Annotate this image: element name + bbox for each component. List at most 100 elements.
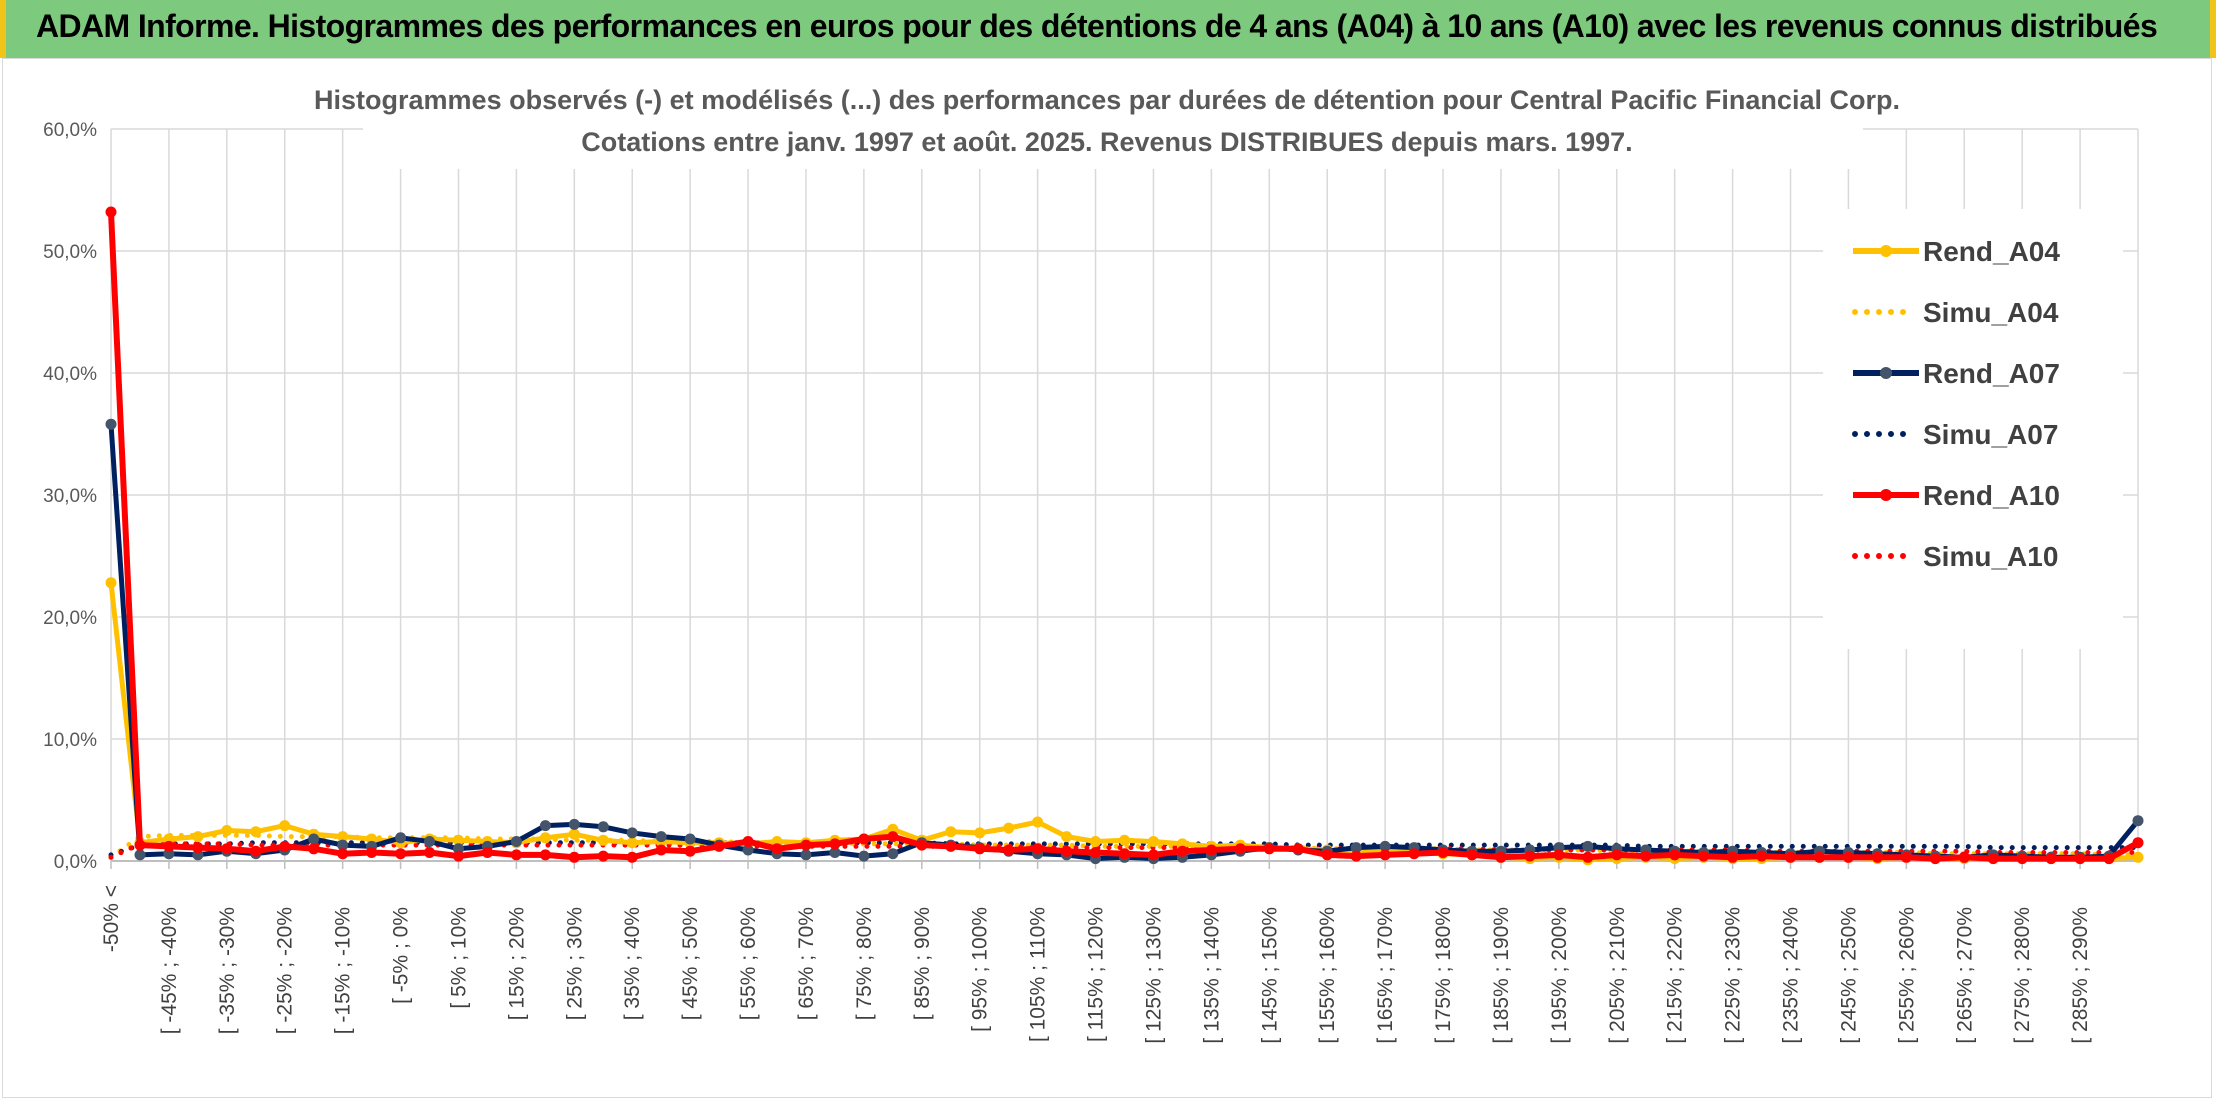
- data-point: [134, 839, 146, 851]
- x-tick-label: [ 25% ; 30%: [563, 907, 586, 1020]
- data-point: [771, 843, 783, 855]
- y-tick-label: 60,0%: [43, 120, 97, 141]
- x-tick-label: [ 255% ; 260%: [1895, 907, 1918, 1044]
- data-point: [1119, 834, 1130, 846]
- data-point: [626, 827, 638, 839]
- x-tick-label: [ 145% ; 150%: [1258, 907, 1281, 1044]
- data-point: [1350, 850, 1362, 862]
- data-point: [1524, 850, 1536, 862]
- data-point: [1350, 842, 1362, 854]
- x-tick-label: [ 5% ; 10%: [447, 907, 470, 1009]
- x-tick-label: [ 265% ; 270%: [1953, 907, 1976, 1044]
- data-point: [1987, 853, 1999, 865]
- line-chart: 0,0% 10,0% 20,0% 30,0% 40,0% 50,0% 60,0% -50% …: [43, 61, 2144, 1044]
- data-point: [568, 818, 580, 830]
- data-point: [1495, 851, 1507, 863]
- data-point: [800, 849, 812, 861]
- data-point: [192, 831, 204, 843]
- data-point: [1003, 844, 1015, 856]
- data-point: [1292, 843, 1304, 855]
- data-point: [250, 826, 262, 838]
- data-point: [1148, 836, 1159, 847]
- data-point: [1119, 848, 1130, 860]
- legend: Rend_A04 Simu_A04 Rend_A07 Simu_A07 Rend_A10…: [1823, 209, 2123, 649]
- data-point: [1437, 847, 1449, 858]
- legend-label: Simu_A04: [1923, 297, 2059, 328]
- y-tick-label: 10,0%: [43, 730, 97, 751]
- y-tick-label: 50,0%: [43, 242, 97, 263]
- x-tick-label: [ 65% ; 70%: [795, 907, 818, 1020]
- legend-label: Rend_A10: [1923, 480, 2060, 511]
- data-point: [945, 826, 957, 838]
- data-point: [221, 825, 233, 836]
- data-point: [974, 843, 986, 855]
- data-point: [1582, 840, 1594, 852]
- data-point: [1756, 850, 1768, 862]
- data-point: [887, 831, 899, 843]
- series-layer: [105, 206, 2144, 866]
- data-point: [366, 847, 378, 858]
- data-point: [684, 845, 696, 857]
- gridlines: [110, 128, 2139, 869]
- x-tick-label: [ 15% ; 20%: [505, 907, 528, 1020]
- data-point: [105, 418, 117, 430]
- data-point: [1669, 849, 1681, 861]
- data-point: [1785, 851, 1796, 863]
- data-point: [1090, 836, 1101, 847]
- x-tick-label: [ 235% ; 240%: [1780, 907, 1803, 1044]
- data-point: [626, 851, 638, 863]
- data-point: [105, 577, 117, 589]
- x-tick-label: [ 155% ; 160%: [1316, 907, 1339, 1044]
- data-point: [597, 850, 609, 862]
- x-axis: -50% < [ -45% ; -40% [ -35% ; -30% [ -25% ;…: [100, 885, 2092, 1044]
- data-point: [626, 837, 638, 849]
- data-point: [134, 849, 146, 861]
- data-point: [481, 847, 493, 858]
- data-point: [742, 844, 754, 856]
- data-point: [2132, 815, 2144, 827]
- x-tick-label: [ 75% ; 80%: [853, 907, 876, 1020]
- data-point: [1900, 851, 1912, 863]
- data-point: [279, 820, 291, 832]
- data-point: [1842, 851, 1854, 863]
- data-point: [1176, 845, 1188, 857]
- x-tick-label: [ -25% ; -20%: [274, 907, 297, 1034]
- x-tick-label: [ 225% ; 230%: [1722, 907, 1745, 1044]
- title-backdrop: [363, 61, 1863, 169]
- series-Rend_A10: [105, 206, 2144, 865]
- y-tick-label: 0,0%: [54, 852, 97, 873]
- data-point: [684, 833, 696, 845]
- data-point: [1727, 851, 1739, 863]
- data-point: [279, 840, 291, 852]
- x-tick-label: [ 215% ; 220%: [1664, 907, 1687, 1044]
- page-title: ADAM Informe. Histogrammes des performan…: [36, 8, 2158, 44]
- x-tick-label: -50% <: [100, 885, 123, 952]
- x-tick-label: [ -15% ; -10%: [332, 907, 355, 1034]
- x-tick-label: [ 105% ; 110%: [1027, 907, 1050, 1042]
- data-point: [597, 834, 609, 846]
- data-point: [1205, 844, 1217, 856]
- data-point: [1379, 840, 1391, 852]
- data-point: [163, 840, 175, 852]
- data-point: [510, 836, 522, 847]
- data-point: [192, 842, 204, 854]
- legend-marker: [1880, 489, 1892, 501]
- x-tick-label: [ 115% ; 120%: [1085, 907, 1108, 1042]
- data-point: [1061, 831, 1073, 843]
- x-tick-label: [ 45% ; 50%: [679, 907, 702, 1020]
- data-point: [1148, 849, 1159, 861]
- data-point: [1032, 843, 1044, 855]
- data-point: [395, 848, 407, 860]
- x-tick-label: [ 85% ; 90%: [911, 907, 934, 1020]
- data-point: [539, 849, 551, 861]
- data-point: [221, 843, 233, 855]
- y-tick-label: 40,0%: [43, 364, 97, 385]
- data-point: [308, 843, 320, 855]
- legend-label: Rend_A04: [1923, 236, 2060, 267]
- data-point: [1090, 847, 1101, 858]
- data-point: [1698, 850, 1710, 862]
- data-point: [829, 847, 841, 858]
- data-point: [1466, 849, 1478, 861]
- x-tick-label: [ -45% ; -40%: [158, 907, 181, 1034]
- data-point: [800, 839, 812, 851]
